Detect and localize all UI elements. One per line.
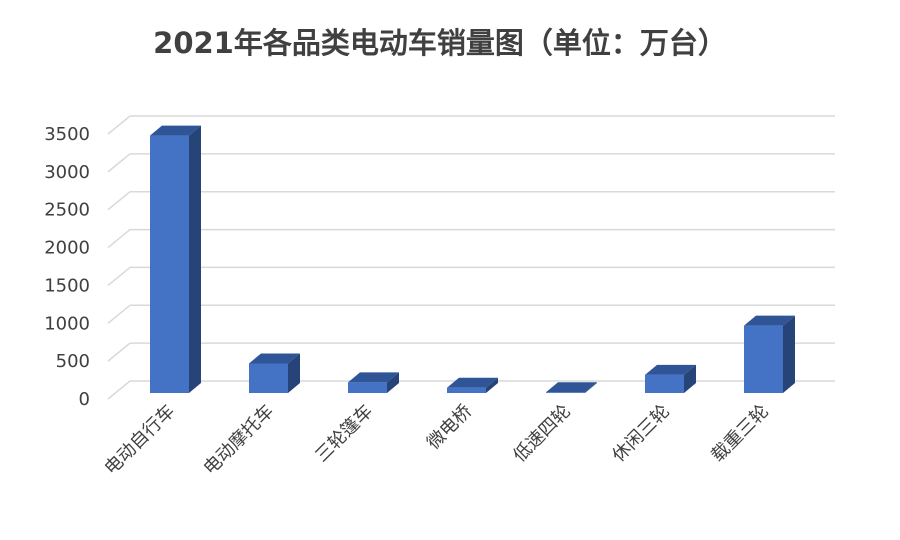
x-category-label: 休闲三轮 — [608, 401, 674, 467]
x-category-label: 电动自行车 — [101, 401, 179, 479]
bar-top — [249, 353, 300, 364]
gridline-diagonal — [107, 228, 131, 249]
gridline-diagonal — [107, 380, 131, 400]
bar-top — [447, 377, 498, 388]
bar — [348, 382, 387, 393]
bar-side — [585, 382, 597, 393]
x-category-label: 微电桥 — [423, 401, 476, 454]
bar — [645, 374, 684, 393]
bar-top — [348, 372, 399, 383]
chart-title: 2021年各品类电动车销量图（单位：万台） — [153, 26, 727, 60]
bar-side — [783, 315, 795, 393]
bar-side — [288, 353, 300, 393]
x-category-label: 三轮篷车 — [311, 401, 377, 467]
bar-side — [189, 125, 201, 394]
bar-side — [486, 377, 498, 393]
bar-top — [645, 364, 696, 375]
gridline-diagonal — [107, 153, 131, 173]
bar — [447, 387, 486, 393]
y-tick-label: 3500 — [44, 124, 90, 145]
bar-side — [684, 364, 696, 393]
y-tick-label: 500 — [56, 351, 90, 372]
x-category-label: 载重三轮 — [707, 401, 773, 467]
gridline-diagonal — [107, 266, 131, 287]
y-tick-label: 2500 — [44, 200, 90, 221]
bar — [546, 392, 585, 393]
bar — [249, 363, 288, 393]
gridline-diagonal — [107, 342, 131, 362]
bar-top — [546, 382, 597, 393]
bar-top — [150, 125, 201, 136]
bar-side — [387, 372, 399, 393]
bar-top — [744, 315, 795, 326]
x-category-label: 电动摩托车 — [200, 401, 278, 479]
y-tick-label: 1500 — [44, 275, 90, 296]
y-tick-label: 2000 — [44, 238, 90, 259]
bar — [150, 135, 189, 394]
y-tick-label: 1000 — [44, 313, 90, 334]
gridline-diagonal — [107, 191, 131, 211]
gridline-diagonal — [107, 115, 131, 135]
y-tick-label: 3000 — [44, 162, 90, 183]
bar — [744, 325, 783, 393]
y-tick-label: 0 — [79, 389, 90, 410]
x-category-label: 低速四轮 — [509, 401, 575, 467]
gridline-diagonal — [107, 304, 131, 324]
